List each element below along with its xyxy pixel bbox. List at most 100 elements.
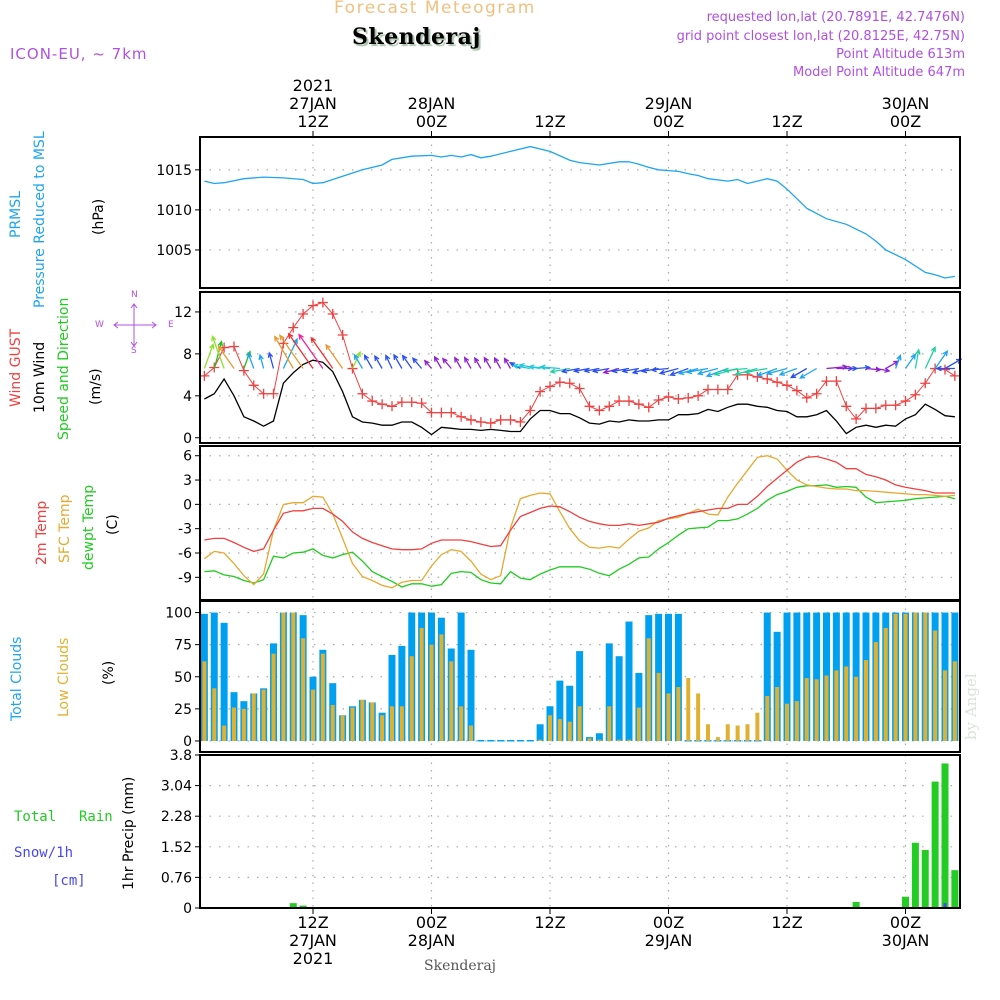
y-tick-label: 100 — [165, 606, 192, 622]
gust-marker — [900, 396, 911, 407]
low-clouds-bar — [459, 706, 464, 741]
total-clouds-bar — [595, 733, 603, 741]
wind-direction-arrow — [474, 356, 482, 369]
rain-bar — [941, 763, 949, 908]
wind-direction-arrow — [944, 358, 963, 370]
low-clouds-bar — [854, 676, 859, 741]
gust-marker — [377, 399, 388, 410]
y-tick-label: 50 — [174, 670, 192, 686]
y-tick-label: 25 — [174, 702, 192, 718]
gust-marker — [416, 398, 427, 409]
top-axis-label: 29JAN — [645, 94, 693, 113]
low-clouds-bar — [222, 725, 227, 741]
total-clouds-bar — [220, 622, 228, 741]
rain-bar — [911, 842, 919, 908]
y-tick-label: 75 — [174, 638, 192, 654]
gust-marker — [446, 407, 457, 418]
low-clouds-bar — [923, 612, 928, 741]
dewpt-line — [204, 484, 956, 588]
total-clouds-bar — [576, 651, 584, 741]
wind-direction-arrow — [203, 342, 215, 369]
gust-marker — [535, 386, 546, 397]
low-clouds-bar — [725, 724, 730, 741]
low-clouds-bar — [646, 638, 651, 741]
gust-marker — [791, 385, 802, 396]
gust-marker — [841, 401, 852, 412]
gust-marker — [673, 393, 684, 404]
low-clouds-bar — [281, 612, 286, 741]
total-clouds-bar — [665, 613, 672, 741]
y-tick-label: 1010 — [156, 203, 192, 219]
low-clouds-bar — [202, 661, 207, 741]
snow-bar — [943, 903, 947, 908]
gust-marker — [722, 384, 733, 395]
y-tick-label: -9 — [178, 570, 192, 586]
total-clouds-bar — [556, 680, 564, 741]
gust-marker — [495, 414, 506, 425]
total-clouds-bar — [398, 645, 406, 741]
y-tick-label: -6 — [178, 546, 192, 562]
low-clouds-bar — [864, 660, 868, 741]
total-clouds-bar — [516, 739, 524, 742]
model-altitude: Model Point Altitude 647m — [793, 65, 965, 80]
low-clouds-bar — [785, 703, 789, 741]
low-clouds-bar — [399, 706, 404, 741]
gust-marker — [624, 396, 634, 407]
wind-direction-arrow — [423, 359, 432, 369]
total-clouds-bar — [813, 612, 821, 741]
total-clouds-bar — [793, 612, 801, 741]
low-clouds-bar — [814, 679, 819, 741]
low-clouds-bar — [893, 613, 898, 741]
wind-direction-arrow — [493, 356, 502, 369]
low-clouds-bar — [873, 642, 878, 741]
top-axis-label: 00Z — [653, 112, 684, 131]
sfctemp-line — [204, 455, 955, 589]
wind-direction-arrow — [924, 345, 936, 369]
panel-temperature — [195, 446, 960, 600]
wind-direction-arrow — [650, 366, 669, 373]
total-clouds-bar — [566, 685, 574, 741]
low-clouds-bar — [587, 738, 592, 741]
total-clouds-bar — [625, 621, 633, 741]
wind-direction-arrow — [743, 367, 768, 375]
point-altitude: Point Altitude 613m — [836, 47, 965, 62]
wind-direction-arrow — [621, 367, 640, 374]
wind-direction-arrow — [247, 351, 255, 369]
compass-legend: N S W E — [90, 290, 190, 360]
precip-cm-label: [cm] — [52, 873, 86, 889]
gust-marker — [268, 388, 279, 399]
wind-direction-arrow — [789, 367, 808, 379]
gust-marker — [851, 413, 862, 424]
low-clouds-bar — [627, 739, 631, 741]
low-clouds-bar — [597, 739, 602, 741]
low-clouds-bar — [261, 689, 266, 741]
wind-direction-arrow — [274, 335, 294, 369]
pressure-line — [204, 145, 956, 279]
wind10m-line — [204, 359, 955, 436]
rain-bar — [921, 850, 929, 908]
gust-marker — [880, 400, 891, 411]
compass-north-label: N — [131, 290, 138, 300]
compass-west-label: W — [95, 320, 104, 330]
gust-marker — [801, 392, 812, 403]
top-axis-label: 00Z — [890, 112, 921, 131]
gust-marker — [466, 414, 476, 425]
bottom-axis-label: 12Z — [297, 913, 328, 932]
wind-direction-arrow — [258, 353, 265, 369]
low-clouds-bar — [271, 653, 276, 741]
gust-marker — [712, 384, 723, 395]
wind-direction-arrow — [722, 367, 748, 374]
low-clouds-bar — [794, 701, 799, 741]
low-clouds-bar — [676, 687, 681, 741]
wind-direction-arrow — [503, 357, 512, 369]
wind-direction-arrow — [756, 367, 778, 377]
gust-marker — [663, 391, 674, 402]
low-clouds-bar — [291, 612, 296, 741]
wind-direction-arrow — [217, 345, 235, 369]
low-clouds-bar — [409, 656, 414, 741]
low-clouds-bar — [834, 670, 839, 741]
y-tick-label: 1015 — [156, 163, 192, 179]
gust-marker — [693, 390, 704, 401]
gust-marker — [456, 411, 467, 422]
